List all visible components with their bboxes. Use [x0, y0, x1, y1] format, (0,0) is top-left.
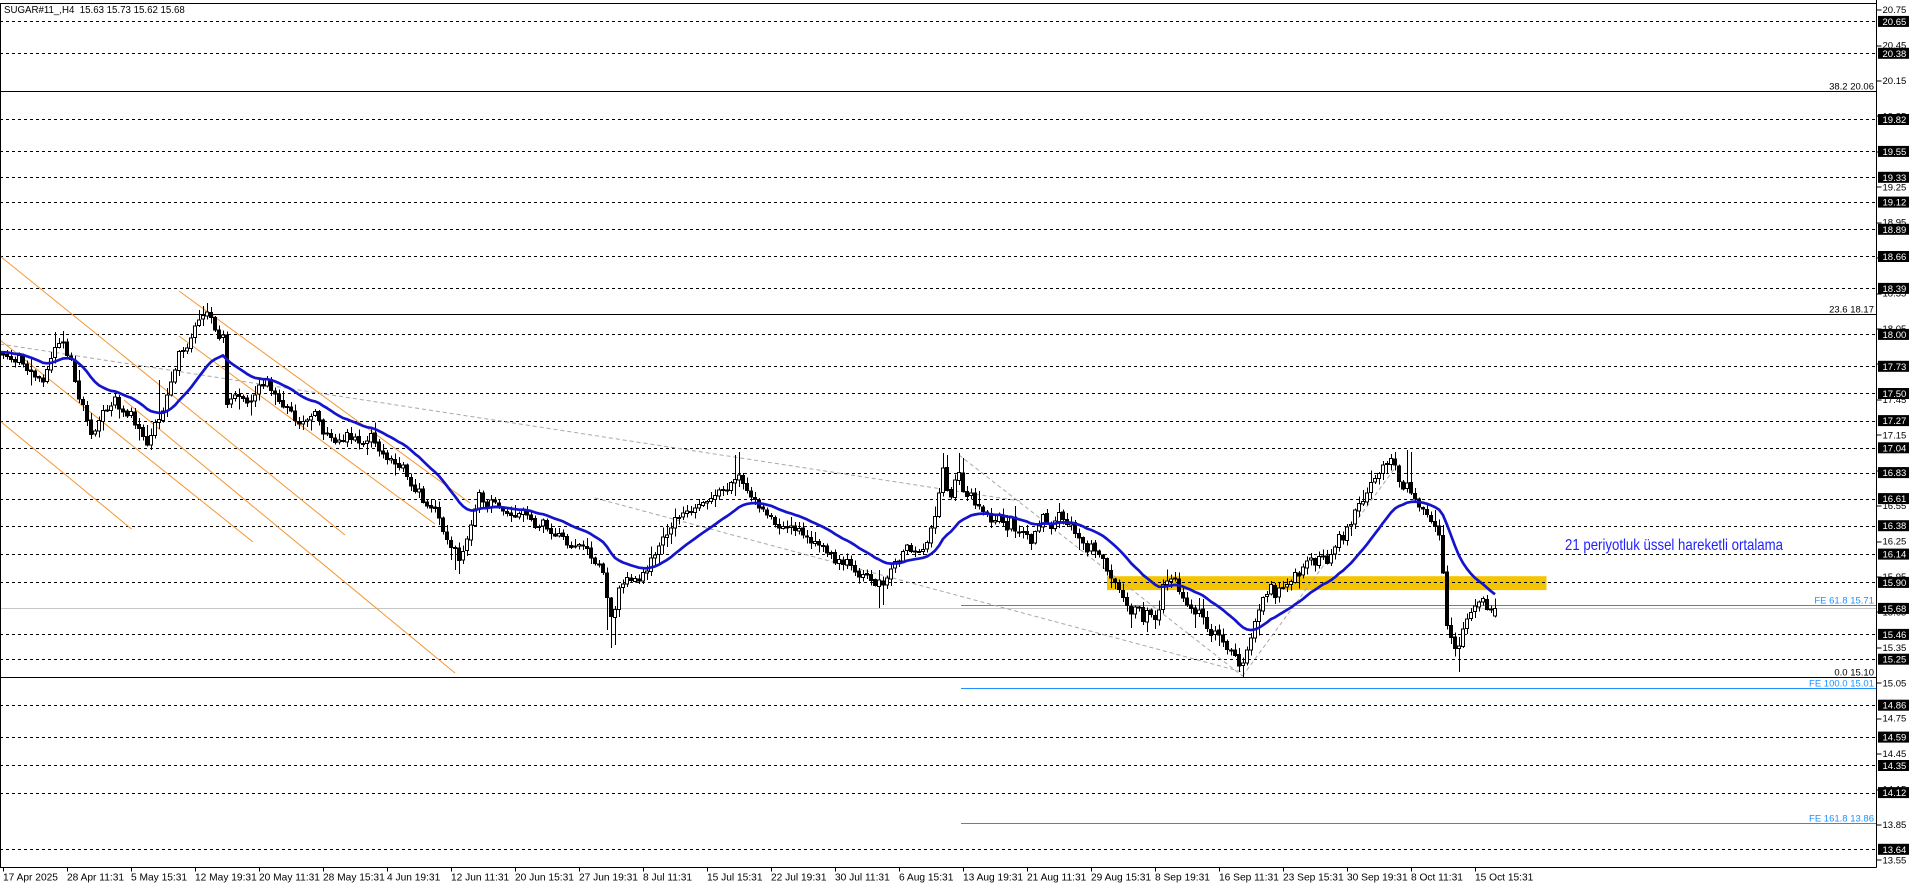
svg-text:18.35: 18.35	[1883, 289, 1907, 300]
svg-text:28 Apr 11:31: 28 Apr 11:31	[67, 873, 124, 884]
svg-text:12 Jun 11:31: 12 Jun 11:31	[451, 873, 509, 884]
svg-text:12 May 19:31: 12 May 19:31	[195, 873, 257, 884]
svg-text:20.15: 20.15	[1883, 76, 1907, 87]
svg-text:14.45: 14.45	[1883, 749, 1907, 760]
svg-text:20.38: 20.38	[1883, 49, 1907, 60]
svg-text:15.25: 15.25	[1883, 655, 1907, 666]
svg-text:FE 161.8 13.86: FE 161.8 13.86	[1809, 814, 1874, 825]
svg-text:18.66: 18.66	[1883, 252, 1907, 263]
svg-text:20 May 11:31: 20 May 11:31	[259, 873, 320, 884]
svg-text:18.89: 18.89	[1883, 225, 1907, 236]
svg-text:19.55: 19.55	[1883, 147, 1907, 158]
svg-text:17.27: 17.27	[1883, 416, 1907, 427]
svg-text:17.73: 17.73	[1883, 362, 1907, 373]
svg-text:15 Jul 15:31: 15 Jul 15:31	[707, 873, 763, 884]
svg-text:27 Jun 19:31: 27 Jun 19:31	[579, 873, 638, 884]
svg-text:FE 61.8 15.71: FE 61.8 15.71	[1814, 596, 1874, 607]
svg-text:16.25: 16.25	[1883, 537, 1907, 548]
svg-text:5 May 15:31: 5 May 15:31	[131, 873, 187, 884]
svg-text:18.00: 18.00	[1883, 330, 1907, 341]
svg-text:17.15: 17.15	[1883, 430, 1907, 441]
svg-text:19.82: 19.82	[1883, 115, 1907, 126]
svg-text:15.46: 15.46	[1883, 630, 1907, 641]
svg-text:17.45: 17.45	[1883, 395, 1907, 406]
svg-text:29 Aug 15:31: 29 Aug 15:31	[1091, 873, 1151, 884]
svg-text:8 Sep 19:31: 8 Sep 19:31	[1155, 873, 1210, 884]
svg-text:14.59: 14.59	[1883, 733, 1907, 744]
svg-text:13.85: 13.85	[1883, 820, 1907, 831]
svg-text:4 Jun 19:31: 4 Jun 19:31	[387, 873, 441, 884]
svg-text:16 Sep 11:31: 16 Sep 11:31	[1219, 873, 1279, 884]
svg-text:22 Jul 19:31: 22 Jul 19:31	[771, 873, 827, 884]
svg-text:15.90: 15.90	[1883, 578, 1907, 589]
svg-text:14.12: 14.12	[1883, 788, 1907, 799]
svg-text:FE 100.0 15.01: FE 100.0 15.01	[1809, 679, 1874, 690]
svg-text:16.83: 16.83	[1883, 468, 1907, 479]
svg-text:17.50: 17.50	[1883, 389, 1907, 400]
svg-text:0.0 15.10: 0.0 15.10	[1834, 668, 1874, 679]
svg-text:8 Jul 11:31: 8 Jul 11:31	[643, 873, 692, 884]
svg-text:15 Oct 15:31: 15 Oct 15:31	[1475, 873, 1534, 884]
svg-text:SUGAR#11_,H4 15.63 15.73 15.6: SUGAR#11_,H4 15.63 15.73 15.62 15.68	[4, 5, 185, 16]
svg-text:18.95: 18.95	[1883, 218, 1907, 229]
svg-text:16.38: 16.38	[1883, 521, 1907, 532]
svg-text:20.45: 20.45	[1883, 41, 1907, 52]
svg-text:15.35: 15.35	[1883, 643, 1907, 654]
svg-text:13 Aug 19:31: 13 Aug 19:31	[963, 873, 1023, 884]
svg-text:15.05: 15.05	[1883, 678, 1907, 689]
svg-text:16.55: 16.55	[1883, 501, 1907, 512]
svg-text:13.64: 13.64	[1883, 845, 1907, 856]
svg-text:23.6 18.17: 23.6 18.17	[1829, 305, 1874, 316]
svg-text:20 Jun 15:31: 20 Jun 15:31	[515, 873, 574, 884]
svg-text:28 May 15:31: 28 May 15:31	[323, 873, 385, 884]
svg-text:38.2 20.06: 38.2 20.06	[1829, 82, 1874, 93]
svg-text:19.33: 19.33	[1883, 173, 1907, 184]
svg-text:20.65: 20.65	[1883, 17, 1907, 28]
svg-text:14.35: 14.35	[1883, 761, 1907, 772]
svg-text:18.39: 18.39	[1883, 284, 1907, 295]
svg-text:30 Jul 11:31: 30 Jul 11:31	[835, 873, 890, 884]
svg-text:14.75: 14.75	[1883, 714, 1907, 725]
svg-text:13.55: 13.55	[1883, 856, 1907, 867]
svg-text:30 Sep 19:31: 30 Sep 19:31	[1347, 873, 1408, 884]
svg-text:23 Sep 15:31: 23 Sep 15:31	[1283, 873, 1344, 884]
svg-text:6 Aug 15:31: 6 Aug 15:31	[899, 873, 954, 884]
svg-text:21 periyotluk üssel hareketli: 21 periyotluk üssel hareketli ortalama	[1565, 537, 1783, 554]
svg-text:20.75: 20.75	[1883, 5, 1907, 16]
svg-text:16.61: 16.61	[1883, 494, 1907, 505]
svg-text:16.14: 16.14	[1883, 550, 1907, 561]
svg-text:8 Oct 11:31: 8 Oct 11:31	[1411, 873, 1463, 884]
svg-text:17.04: 17.04	[1883, 443, 1907, 454]
svg-text:19.12: 19.12	[1883, 198, 1907, 209]
svg-text:15.68: 15.68	[1883, 604, 1907, 615]
svg-text:17 Apr 2025: 17 Apr 2025	[3, 873, 58, 884]
svg-text:14.86: 14.86	[1883, 701, 1907, 712]
svg-text:19.25: 19.25	[1883, 182, 1907, 193]
svg-text:21 Aug 11:31: 21 Aug 11:31	[1027, 873, 1087, 884]
